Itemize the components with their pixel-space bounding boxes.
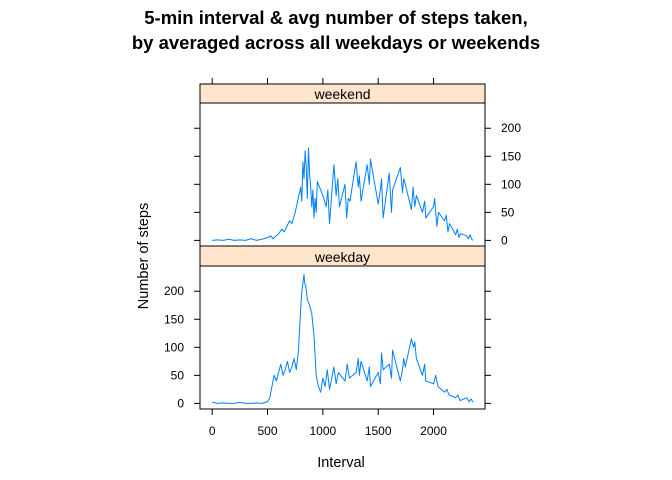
plot-frame-weekday <box>199 265 486 410</box>
panels: weekend 0 50 100 150 200 weekday 0 50 100 150 200 <box>164 83 521 410</box>
series-line-weekend <box>212 147 474 241</box>
x-tick-label-2000: 2000 <box>420 424 447 438</box>
plot-frame-weekend <box>199 102 486 247</box>
y-tick-label-weekend-0: 0 <box>501 233 508 247</box>
y-tick-label-weekend-50: 50 <box>501 205 515 219</box>
y-tick-label-weekday-150: 150 <box>164 312 184 326</box>
y-tick-label-weekday-0: 0 <box>177 396 184 410</box>
bottom-axis-ticks: 0 500 1000 1500 2000 <box>209 409 447 438</box>
y-tick-label-weekday-200: 200 <box>164 284 184 298</box>
y-tick-label-weekend-200: 200 <box>501 121 521 135</box>
x-tick-label-1500: 1500 <box>365 424 392 438</box>
panel-weekend: weekend 0 50 100 150 200 <box>194 83 521 247</box>
chart-title-line-2: by averaged across all weekdays or weeke… <box>131 32 541 53</box>
panel-weekday: weekday 0 50 100 150 200 <box>164 245 491 410</box>
strip-label-weekend: weekend <box>313 86 370 102</box>
strip-label-weekday: weekday <box>314 249 370 265</box>
y-tick-label-weekday-50: 50 <box>171 368 185 382</box>
y-tick-label-weekday-100: 100 <box>164 340 184 354</box>
chart-title-line-1: 5-min interval & avg number of steps tak… <box>144 7 528 28</box>
x-axis-label: Interval <box>317 455 365 471</box>
x-tick-label-500: 500 <box>257 424 277 438</box>
y-tick-label-weekend-150: 150 <box>501 149 521 163</box>
y-axis-label: Number of steps <box>136 203 152 309</box>
y-tick-label-weekend-100: 100 <box>501 177 521 191</box>
x-tick-label-0: 0 <box>209 424 216 438</box>
series-line-weekday <box>212 273 474 404</box>
top-axis-ticks <box>211 78 435 84</box>
x-tick-label-1000: 1000 <box>310 424 337 438</box>
